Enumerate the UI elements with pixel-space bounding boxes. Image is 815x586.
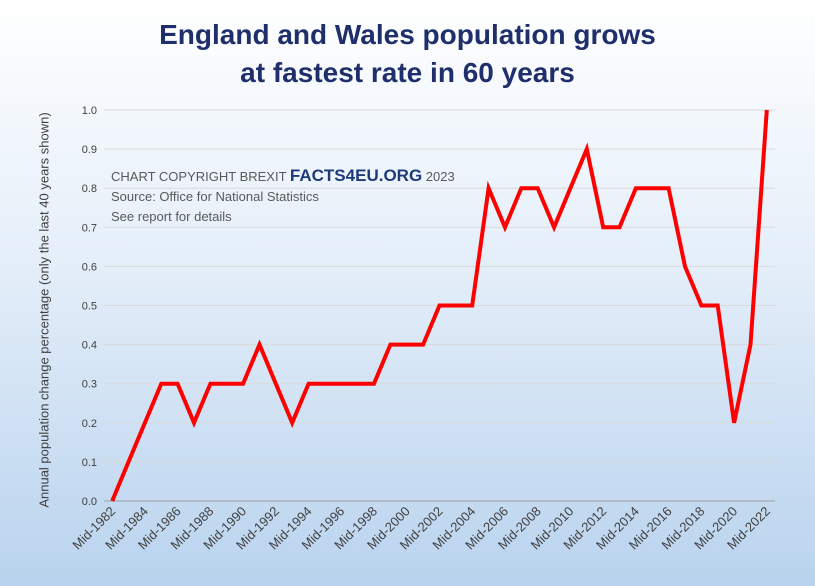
data-point [439,305,440,306]
data-point [455,305,456,306]
data-point [308,383,309,384]
data-point [341,383,342,384]
y-tick-label: 0.4 [82,340,97,352]
data-point [275,383,276,384]
data-point [521,188,522,189]
data-point [734,422,735,423]
copyright-prefix: CHART COPYRIGHT BREXIT [111,169,287,184]
y-tick-label: 0.3 [82,379,97,391]
data-point [684,266,685,267]
y-tick-label: 0.9 [82,144,97,156]
y-tick-label: 1.0 [82,105,97,117]
data-point [717,305,718,306]
data-point [259,344,260,345]
brand-name: FACTS4EU.ORG [289,166,423,185]
y-tick-label: 0.2 [82,418,97,430]
copyright-year: 2023 [425,169,455,184]
data-point [144,422,145,423]
chart-credits: CHART COPYRIGHT BREXIT FACTS4EU.ORG 2023… [111,166,455,227]
data-point [324,383,325,384]
data-point [194,422,195,423]
report-note: See report for details [111,209,232,224]
data-point [292,422,293,423]
data-point [177,383,178,384]
source-note: Source: Office for National Statistics [111,189,319,204]
data-point [504,227,505,228]
data-point [586,149,587,150]
data-point [766,110,767,111]
copyright-line: CHART COPYRIGHT BREXIT FACTS4EU.ORG 2023 [111,166,455,187]
chart-title: England and Wales population grows at fa… [0,16,815,92]
data-point [701,305,702,306]
data-point [635,188,636,189]
data-point [374,383,375,384]
y-tick-label: 0.0 [82,496,97,508]
data-point [406,344,407,345]
data-point [554,227,555,228]
data-point [390,344,391,345]
data-point [488,188,489,189]
data-point [357,383,358,384]
y-tick-label: 0.6 [82,261,97,273]
data-point [112,501,113,502]
data-point [619,227,620,228]
data-point [570,188,571,189]
data-point [210,383,211,384]
data-point [750,344,751,345]
chart-title-line-2: at fastest rate in 60 years [240,57,575,88]
chart-title-line-1: England and Wales population grows [159,19,656,50]
y-tick-label: 0.8 [82,183,97,195]
series-line [110,109,769,502]
data-point [226,383,227,384]
data-point [423,344,424,345]
data-point [161,383,162,384]
y-axis-label: Annual population change percentage (onl… [36,112,52,508]
data-point [537,188,538,189]
y-tick-label: 0.7 [82,222,97,234]
data-point [472,305,473,306]
y-tick-label: 0.5 [82,301,97,313]
data-point [243,383,244,384]
y-tick-label: 0.1 [82,457,97,469]
data-point [603,227,604,228]
data-point [128,461,129,462]
data-point [652,188,653,189]
data-point [668,188,669,189]
